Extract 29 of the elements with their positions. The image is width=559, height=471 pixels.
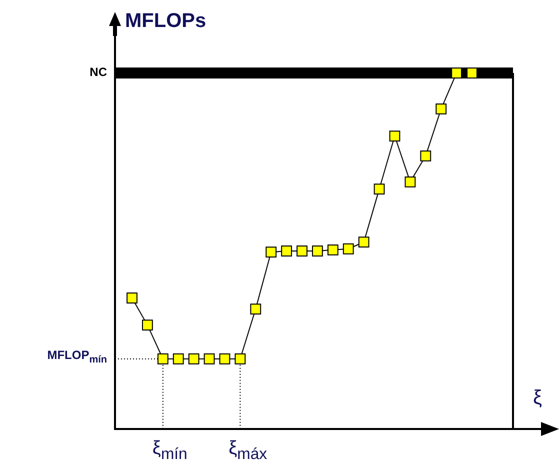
point: [234, 353, 246, 364]
point: [358, 236, 370, 248]
point: [404, 176, 416, 188]
ref-line-label: NC: [90, 64, 107, 79]
point: [451, 68, 462, 78]
point: [188, 353, 200, 364]
x-axis-title: ξ: [533, 387, 542, 410]
point: [281, 246, 292, 256]
point: [266, 246, 277, 258]
point: [296, 246, 308, 256]
point: [466, 68, 478, 78]
point: [327, 244, 338, 256]
point: [389, 130, 400, 142]
point: [204, 353, 215, 364]
point: [157, 353, 168, 364]
point: [219, 353, 230, 364]
point: [374, 184, 385, 195]
point: [342, 243, 354, 254]
text: ξ$_{máx}$: [228, 438, 268, 463]
point: [436, 104, 447, 114]
point: [420, 150, 432, 162]
point: [172, 353, 184, 364]
point: [250, 304, 262, 314]
point: [126, 292, 138, 304]
point: [142, 320, 153, 330]
y-axis-title: MFLOPs: [125, 10, 206, 33]
point: [312, 246, 323, 256]
ref-line-label: MFLOP$_{mín}$: [47, 348, 107, 366]
text: ξ$_{mín}$: [152, 438, 188, 463]
